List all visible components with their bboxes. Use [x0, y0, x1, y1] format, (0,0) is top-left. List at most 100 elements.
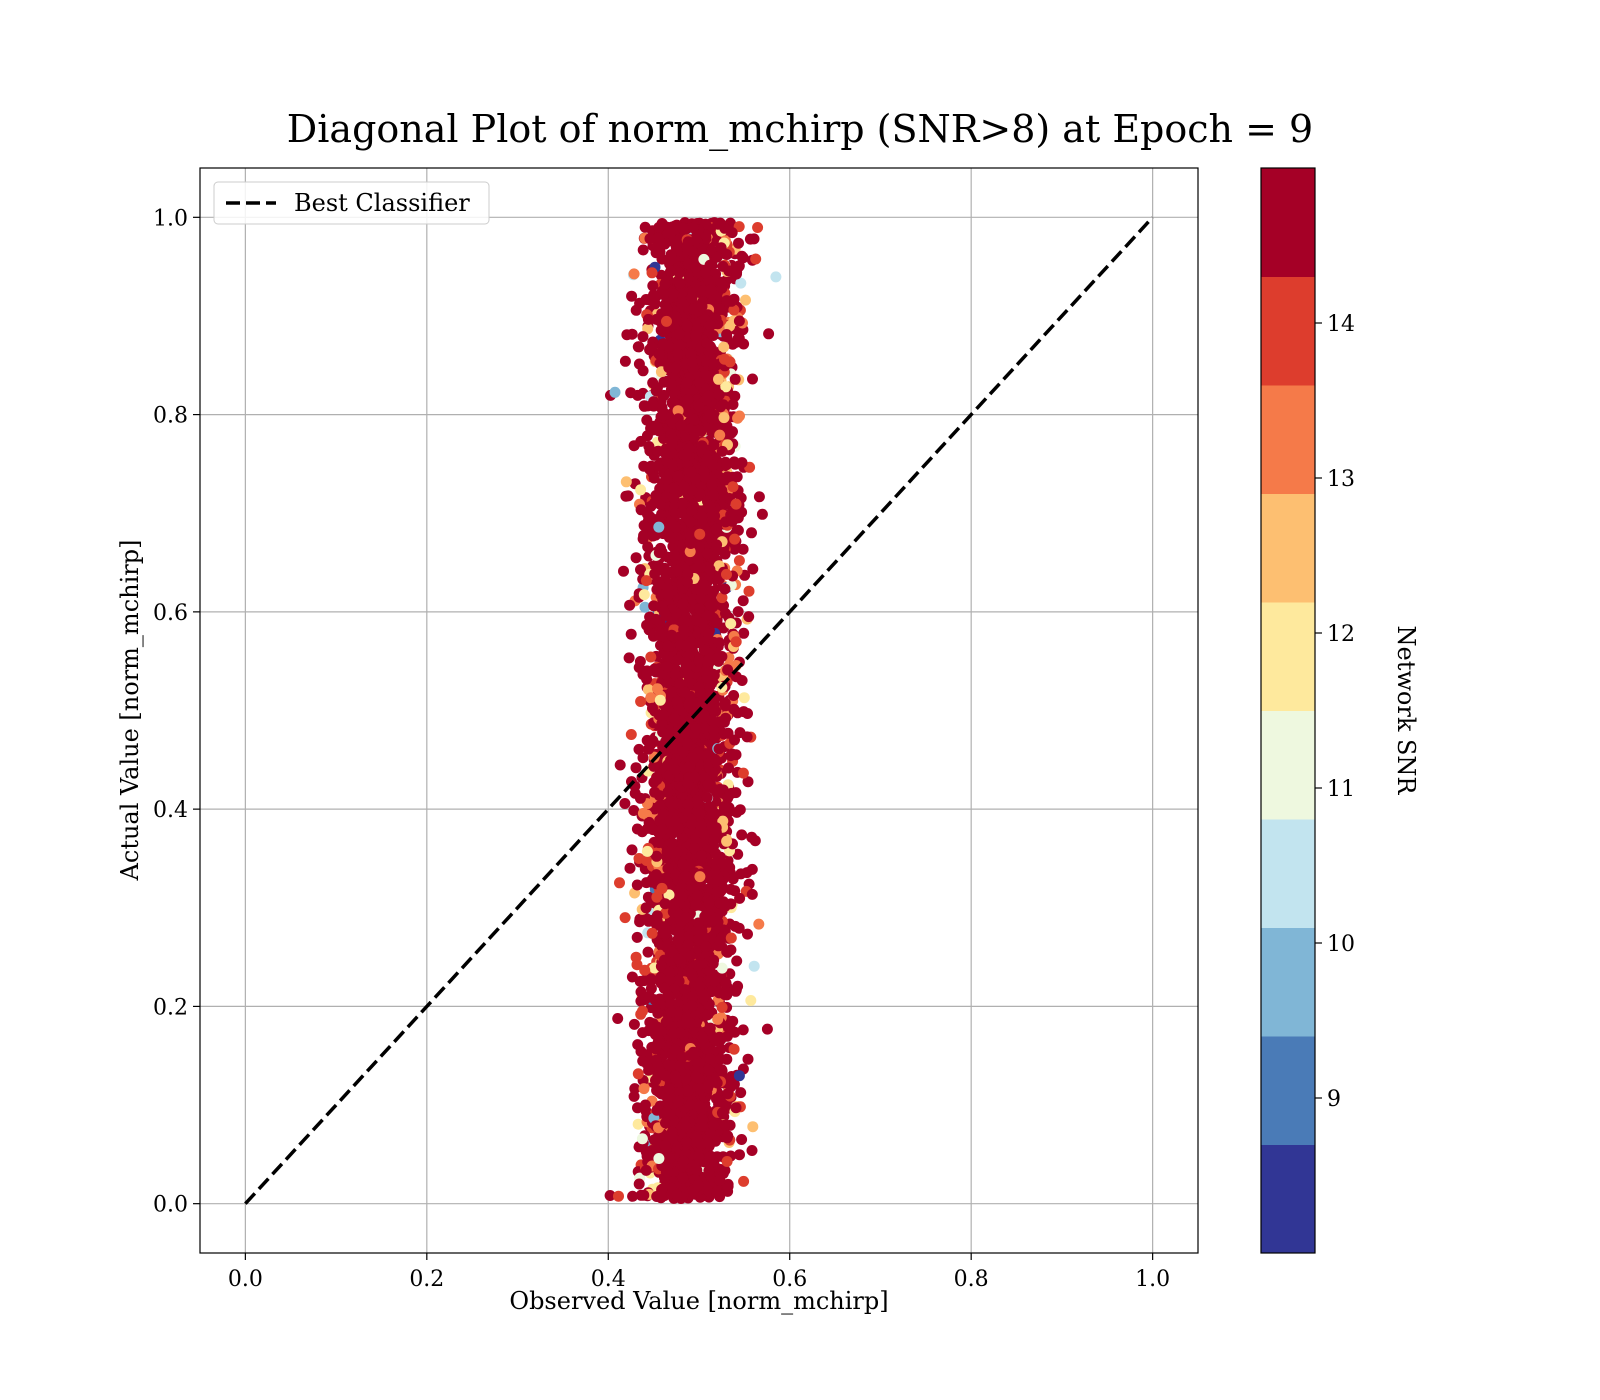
- scatter-point: [641, 430, 653, 442]
- scatter-point: [734, 804, 746, 816]
- scatter-point: [628, 805, 640, 816]
- scatter-point: [697, 284, 709, 296]
- scatter-point: [726, 515, 738, 527]
- scatter-point: [670, 669, 681, 681]
- scatter-point: [734, 892, 746, 904]
- scatter-point: [642, 891, 654, 903]
- scatter-point: [736, 506, 748, 518]
- scatter-point: [663, 889, 675, 901]
- scatter-point: [727, 873, 739, 885]
- scatter-point: [635, 696, 647, 707]
- scatter-point: [719, 1164, 731, 1176]
- scatter-point: [619, 355, 631, 367]
- scatter-point: [713, 874, 725, 886]
- scatter-point: [632, 341, 644, 353]
- scatter-point: [703, 897, 715, 909]
- scatter-point: [664, 227, 676, 239]
- scatter-point: [725, 618, 737, 630]
- scatter-point: [730, 498, 742, 510]
- scatter-point: [633, 1178, 645, 1190]
- scatter-point: [702, 1009, 713, 1021]
- scatter-point: [666, 946, 678, 958]
- scatter-point: [716, 1107, 728, 1119]
- scatter-point: [714, 1174, 726, 1186]
- scatter-point: [736, 1134, 748, 1145]
- scatter-point: [638, 1083, 650, 1095]
- scatter-point: [733, 555, 745, 567]
- scatter-point: [619, 912, 631, 924]
- scatter-point: [725, 295, 737, 307]
- scatter-point: [731, 955, 743, 967]
- scatter-point: [689, 843, 700, 855]
- scatter-point: [730, 749, 742, 761]
- scatter-point: [680, 1121, 692, 1132]
- chart-title: Diagonal Plot of norm_mchirp (SNR>8) at …: [287, 107, 1313, 152]
- scatter-point: [639, 601, 651, 613]
- scatter-point: [632, 1039, 644, 1051]
- scatter-point: [640, 575, 652, 587]
- scatter-point: [643, 1064, 655, 1076]
- scatter-point: [656, 717, 668, 729]
- scatter-point: [634, 792, 646, 804]
- scatter-point: [651, 774, 663, 785]
- scatter-point: [685, 466, 697, 478]
- scatter-point: [654, 498, 666, 510]
- scatter-point: [664, 1083, 675, 1095]
- scatter-point: [703, 1064, 714, 1076]
- scatter-point: [669, 713, 681, 725]
- scatter-point: [738, 338, 750, 350]
- scatter-point: [730, 985, 742, 997]
- scatter-point: [720, 977, 732, 989]
- scatter-point: [656, 1184, 668, 1196]
- scatter-point: [636, 1133, 648, 1145]
- scatter-point: [637, 331, 649, 343]
- scatter-point: [625, 387, 637, 399]
- scatter-point: [720, 381, 732, 393]
- scatter-point: [656, 882, 668, 894]
- scatter-point: [749, 835, 761, 847]
- scatter-point: [716, 1064, 728, 1076]
- scatter-point: [631, 879, 643, 891]
- scatter-point: [723, 762, 734, 774]
- scatter-point: [635, 986, 647, 998]
- scatter-point: [698, 709, 710, 721]
- scatter-point: [641, 667, 653, 679]
- scatter-point: [657, 709, 669, 721]
- scatter-point: [609, 386, 621, 398]
- scatter-point: [714, 935, 726, 947]
- scatter-point: [732, 524, 744, 536]
- scatter-point: [624, 862, 636, 874]
- scatter-point: [628, 268, 640, 280]
- scatter-point: [748, 960, 760, 972]
- scatter-point: [746, 888, 758, 900]
- scatter-point: [706, 510, 718, 522]
- scatter-point: [734, 1149, 745, 1161]
- scatter-point: [736, 250, 748, 262]
- scatter-point: [625, 729, 637, 740]
- scatter-point: [646, 267, 658, 279]
- scatter-point: [652, 232, 664, 244]
- scatter-point: [663, 966, 675, 978]
- scatter-point: [635, 564, 646, 576]
- scatter-point: [624, 599, 636, 611]
- scatter-point: [628, 1018, 640, 1030]
- scatter-point: [711, 1186, 723, 1198]
- scatter-point: [693, 933, 705, 945]
- scatter-point: [651, 910, 663, 922]
- scatter-point: [644, 233, 656, 245]
- scatter-point: [661, 1015, 673, 1027]
- scatter-point: [721, 1156, 733, 1167]
- scatter-point: [728, 1043, 740, 1055]
- scatter-point: [665, 265, 677, 277]
- scatter-point: [722, 1180, 734, 1192]
- scatter-point: [716, 445, 728, 457]
- scatter-point: [672, 348, 684, 360]
- scatter-point: [652, 460, 664, 472]
- scatter-point: [727, 481, 739, 493]
- scatter-point: [658, 389, 670, 401]
- scatter-point: [701, 792, 713, 803]
- scatter-point: [638, 589, 650, 601]
- scatter-point: [711, 523, 722, 535]
- scatter-point: [661, 1107, 673, 1119]
